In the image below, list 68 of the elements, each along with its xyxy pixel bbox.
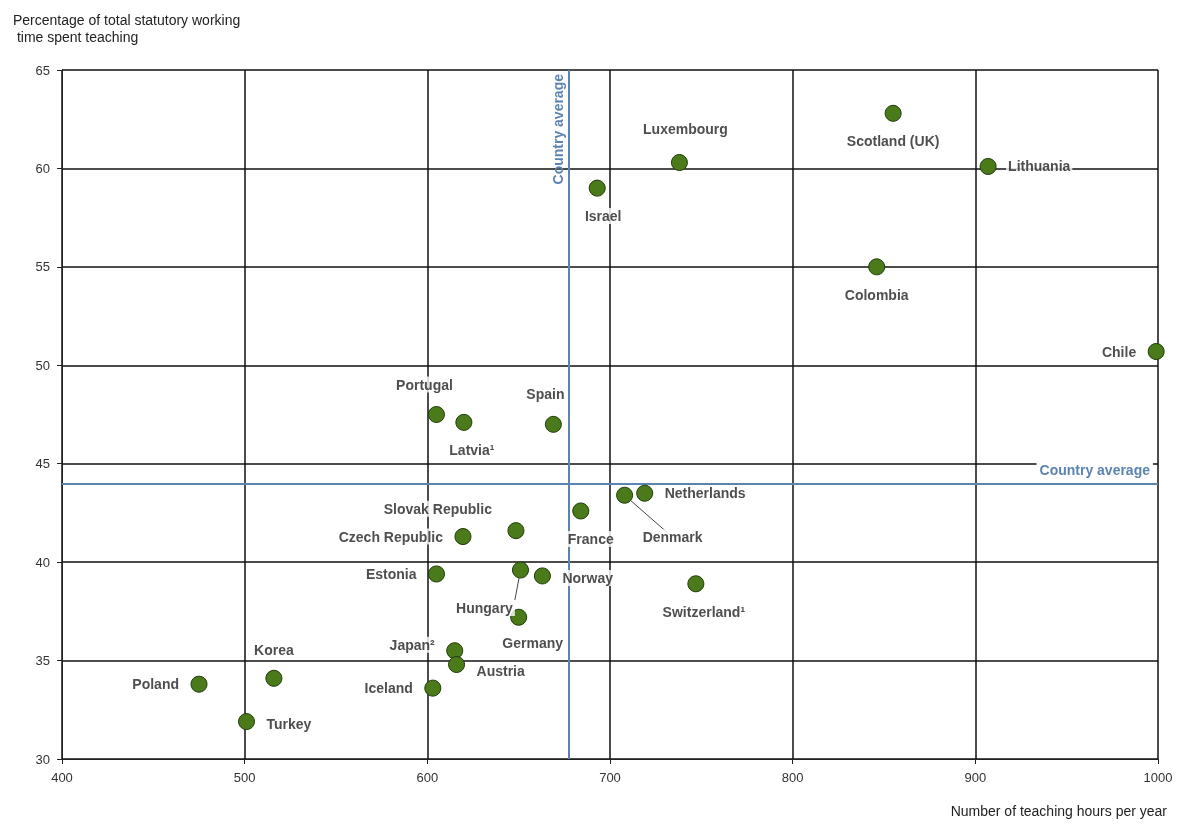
point [265,669,283,687]
point [884,104,902,122]
y-tick-label: 60 [35,160,50,176]
annotation: Germany [502,635,564,652]
annotation: Poland [132,676,179,693]
annotation: Czech Republic [338,528,444,545]
y-tick-label: 30 [35,751,50,767]
point [979,157,997,175]
ref-line-label: Country average [549,73,566,185]
point [544,415,562,433]
point [455,413,473,431]
point [448,656,466,673]
annotation: Chile [1101,343,1137,360]
annotation: Korea [254,642,294,659]
y-tick-label: 45 [35,456,50,472]
point [687,575,705,593]
annotation: Netherlands [664,485,746,502]
y-tick-label: 65 [35,62,50,78]
annotation: Luxembourg [643,120,728,137]
annotation: Turkey [266,715,312,732]
x-tick-label: 700 [599,770,621,785]
point [670,154,688,172]
point [238,713,255,731]
point [868,258,886,276]
point [616,486,634,504]
point [507,522,525,540]
annotation: Estonia [365,565,417,582]
point [1147,343,1165,360]
annotation: Israel [584,208,622,225]
annotation: Norway [562,569,614,586]
point [572,502,590,520]
ref-line-label: Country average [1039,462,1151,479]
point [424,679,442,697]
y-tick-label: 50 [35,357,50,373]
point [533,567,551,585]
annotation: Portugal [396,376,453,393]
point [427,406,445,423]
y-tick-label: 40 [35,554,50,570]
annotation: Japan² [389,636,436,653]
annotation: Spain [526,386,565,403]
annotation: Switzerland¹ [662,603,746,620]
x-axis-title: Number of teaching hours per year [950,803,1168,819]
annotation: Scotland (UK) [846,133,940,150]
point [512,561,529,579]
annotation: Austria [476,662,526,679]
annotation: Latvia¹ [449,442,495,459]
x-tick-label: 500 [233,770,256,785]
annotation: Colombia [844,286,909,303]
point [446,642,464,660]
y-tick-label: 55 [35,259,50,275]
point [454,528,472,546]
point [427,565,445,583]
annotation: Iceland [364,680,413,697]
x-tick-label: 800 [781,770,804,785]
x-tick-label: 600 [416,770,439,785]
annotation: Lithuania [1008,158,1071,175]
x-tick-label: 400 [51,770,73,785]
annotation: France [567,530,614,547]
annotation: Hungary [456,600,514,617]
annotation: Slovak Republic [383,500,493,517]
point [190,675,208,693]
x-tick-label: 1000 [1143,770,1173,785]
point [588,179,606,197]
x-tick-label: 900 [964,770,987,785]
annotation: Denmark [642,529,703,546]
point [636,484,654,502]
y-tick-label: 35 [35,653,50,669]
y-axis-title: Percentage of total statutory working time spent teaching [13,11,241,45]
